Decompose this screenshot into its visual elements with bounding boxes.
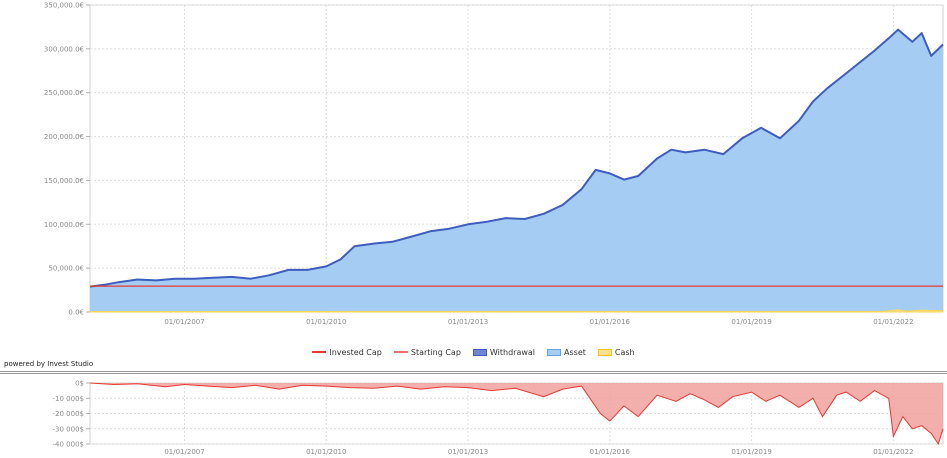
drawdown-y-axis-ticks: 0$ -10 000$ -20 000$ -30 000$ -40 000$ bbox=[53, 380, 90, 449]
x-tick-label: 01/01/2010 bbox=[306, 448, 346, 456]
drawdown-area bbox=[90, 383, 943, 444]
starting-cap-swatch bbox=[393, 351, 408, 353]
asset-area bbox=[90, 29, 943, 312]
main-series-layer bbox=[89, 28, 944, 313]
legend-item-withdrawal[interactable]: Withdrawal bbox=[472, 347, 536, 357]
main-chart: 0.0€ 50,000.0€ 100,000.0€ 150,000.0€ 200,000… bbox=[44, 2, 944, 326]
drawdown-x-axis-ticks: 01/01/2007 01/01/2010 01/01/2013 01/01/2016… bbox=[164, 448, 913, 456]
main-y-axis-ticks: 0.0€ 50,000.0€ 100,000.0€ 150,000.0€ 200,000… bbox=[44, 2, 90, 317]
invested-cap-swatch bbox=[312, 351, 327, 353]
x-tick-label: 01/01/2022 bbox=[873, 448, 913, 456]
x-tick-label: 01/01/2013 bbox=[448, 448, 488, 456]
y-tick-label: 300,000.0€ bbox=[44, 45, 84, 53]
y-tick-label: 150,000.0€ bbox=[44, 177, 84, 185]
withdrawal-line bbox=[89, 28, 944, 288]
legend-label: Invested Cap bbox=[329, 347, 382, 357]
asset-swatch bbox=[547, 348, 562, 356]
y-tick-label: -30 000$ bbox=[53, 425, 84, 433]
y-tick-label: -20 000$ bbox=[53, 410, 84, 418]
legend-label: Cash bbox=[614, 347, 635, 357]
x-tick-label: 01/01/2016 bbox=[590, 448, 631, 456]
drawdown-line bbox=[89, 382, 944, 446]
y-tick-label: 50,000.0€ bbox=[48, 265, 84, 273]
powered-by-credit: powered by Invest Studio bbox=[4, 360, 94, 368]
y-tick-label: 0$ bbox=[75, 380, 84, 388]
x-tick-label: 01/01/2019 bbox=[731, 448, 771, 456]
cash-area bbox=[89, 309, 944, 313]
x-tick-label: 01/01/2016 bbox=[590, 318, 631, 326]
y-tick-label: -40 000$ bbox=[53, 441, 84, 449]
x-tick-label: 01/01/2013 bbox=[448, 318, 488, 326]
legend-item-asset[interactable]: Asset bbox=[547, 348, 586, 357]
panel-separator bbox=[0, 371, 947, 374]
y-tick-label: 200,000.0€ bbox=[44, 133, 84, 141]
y-tick-label: 250,000.0€ bbox=[44, 89, 84, 97]
cash-swatch bbox=[597, 348, 612, 356]
y-tick-label: 100,000.0€ bbox=[44, 221, 84, 229]
withdrawal-swatch bbox=[472, 348, 487, 356]
drawdown-chart: 0$ -10 000$ -20 000$ -30 000$ -40 000$ 01/01… bbox=[53, 380, 944, 456]
legend-label: Starting Cap bbox=[410, 347, 461, 357]
y-tick-label: -10 000$ bbox=[53, 395, 84, 403]
y-tick-label: 350,000.0€ bbox=[44, 2, 84, 10]
main-x-axis-ticks: 01/01/2007 01/01/2010 01/01/2013 01/01/2016… bbox=[164, 318, 913, 326]
x-tick-label: 01/01/2019 bbox=[731, 318, 771, 326]
legend-item-starting-cap[interactable]: Starting Cap bbox=[393, 347, 461, 357]
legend-label: Withdrawal bbox=[489, 347, 536, 357]
x-tick-label: 01/01/2007 bbox=[164, 318, 204, 326]
drawdown-series-layer bbox=[89, 382, 944, 446]
legend-item-cash[interactable]: Cash bbox=[597, 347, 635, 357]
chart-legend: Invested Cap Starting Cap Withdrawal Ass… bbox=[0, 345, 947, 359]
x-tick-label: 01/01/2007 bbox=[164, 448, 204, 456]
y-tick-label: 0.0€ bbox=[68, 309, 84, 317]
x-tick-label: 01/01/2022 bbox=[873, 318, 913, 326]
legend-label: Asset bbox=[564, 347, 586, 357]
x-tick-label: 01/01/2010 bbox=[306, 318, 346, 326]
legend-item-invested-cap[interactable]: Invested Cap bbox=[312, 348, 382, 357]
